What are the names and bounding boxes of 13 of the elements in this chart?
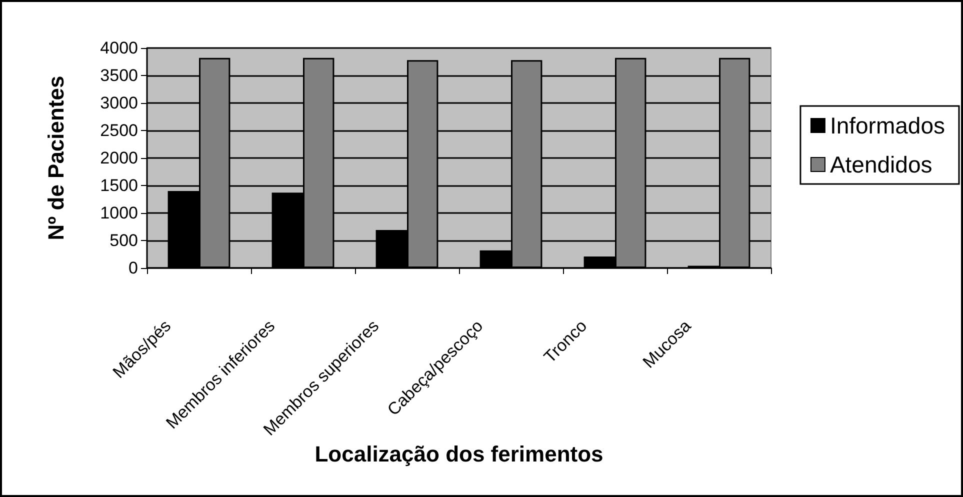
y-tick-label: 500 bbox=[110, 231, 138, 250]
legend-label: Informados bbox=[830, 112, 946, 138]
y-tick-label: 4000 bbox=[100, 38, 138, 58]
y-tick-label: 0 bbox=[128, 258, 138, 278]
x-axis-title: Localização dos ferimentos bbox=[314, 442, 604, 466]
y-tick-label: 1500 bbox=[100, 176, 138, 195]
y-tick-label: 2500 bbox=[100, 121, 138, 140]
y-tick-label: 1000 bbox=[100, 204, 138, 222]
y-tick-label: 3000 bbox=[100, 94, 138, 112]
y-tick-label: 3500 bbox=[100, 66, 138, 85]
legend-label: Atendidos bbox=[830, 152, 932, 178]
y-axis-title: Nº de Pacientes bbox=[44, 76, 68, 240]
y-tick-label: 2000 bbox=[100, 148, 138, 168]
